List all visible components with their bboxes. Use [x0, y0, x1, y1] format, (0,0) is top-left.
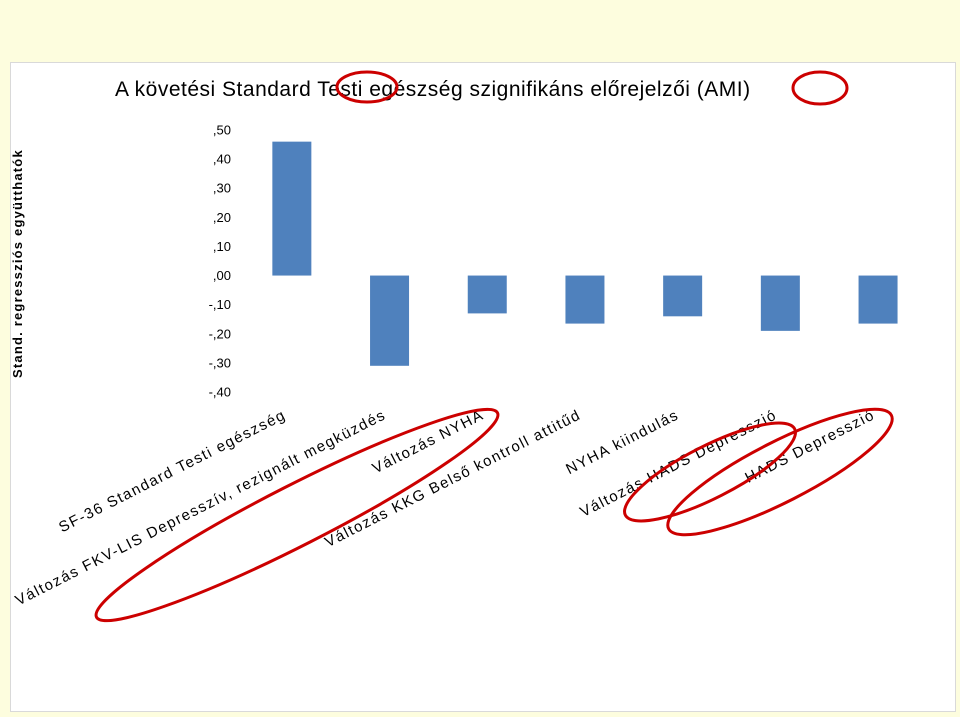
category-label: Változás FKV-LIS Depresszív, rezignált m… [13, 406, 389, 609]
y-tick-label: ,20 [213, 210, 231, 225]
bar [467, 275, 507, 314]
bar [272, 141, 312, 276]
highlight-ellipse [94, 407, 500, 623]
y-tick-label: -,20 [209, 326, 231, 341]
highlight-ellipse [335, 70, 399, 104]
bars [272, 141, 898, 366]
highlight-ellipse [666, 407, 894, 537]
y-tick-label: ,10 [213, 239, 231, 254]
highlight-ellipse [791, 70, 849, 106]
bar [370, 275, 410, 366]
highlight-ellipse [623, 421, 797, 523]
highlight-circles [94, 70, 894, 623]
y-tick-labels: ,50 ,40 ,30 ,20 ,10 ,00 -,10 -,20 -,30 -,40 [209, 123, 231, 400]
y-tick-label: ,30 [213, 181, 231, 196]
y-tick-label: -,30 [209, 355, 231, 370]
y-tick-label: ,40 [213, 152, 231, 167]
bar [858, 275, 898, 324]
y-tick-label: -,10 [209, 297, 231, 312]
chart-title: A követési Standard Testi egészség szign… [115, 78, 751, 101]
y-tick-label: -,40 [209, 385, 231, 400]
bar [565, 275, 605, 324]
bar [760, 275, 800, 331]
y-tick-label: ,00 [213, 268, 231, 283]
y-tick-label: ,50 [213, 123, 231, 138]
bar [663, 275, 703, 317]
